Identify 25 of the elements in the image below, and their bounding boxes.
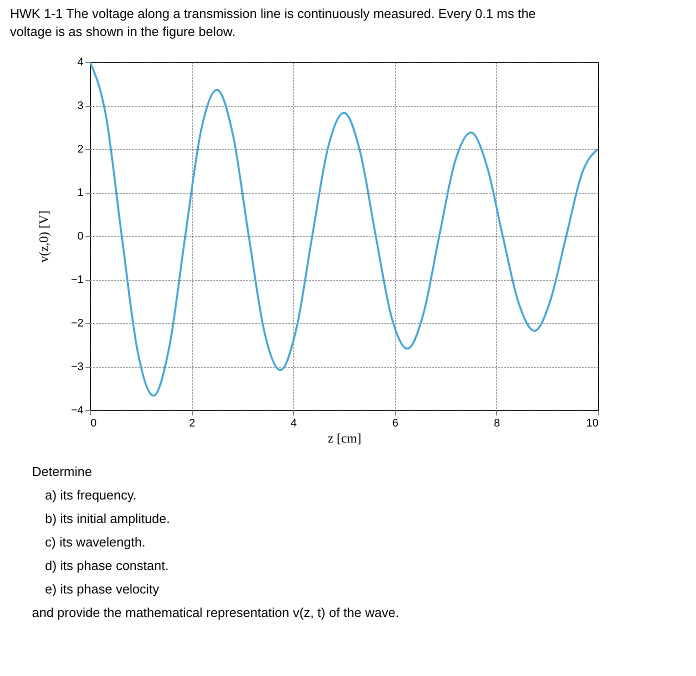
y-tick-label: 3 [77, 100, 84, 112]
y-tick-label: 1 [77, 187, 84, 199]
text: Determine [32, 464, 92, 479]
text: and provide the mathematical representation v(z, t) of the wave. [32, 605, 400, 620]
text: c) its wavelength. [45, 534, 146, 550]
y-axis-title: v(z,0) [V] [36, 210, 51, 262]
text: d) its phase constant. [45, 558, 169, 574]
x-tick-label: 2 [189, 418, 196, 430]
x-tick-label: 6 [392, 418, 398, 430]
y-tick-label: 0 [77, 230, 84, 242]
text: a) its frequency. [45, 487, 137, 502]
x-tick-label: 8 [494, 418, 500, 430]
y-tick-label: −3 [70, 361, 84, 373]
y-tick-label: −2 [70, 318, 84, 330]
x-axis-title: z [cm] [328, 430, 362, 446]
x-tick-label: 0 [90, 418, 97, 430]
y-tick-label: −4 [70, 404, 84, 416]
text: e) its phase velocity [45, 582, 160, 597]
chart-title: HWK 1-1 The voltage along a transmission line is continuously measured. Every 0.1 ms the voltage is as shown in the figure below. [10, 6, 536, 39]
text: b) its initial amplitude. [45, 510, 170, 526]
x-tick-label: 4 [290, 418, 297, 430]
y-tick-label: −1 [70, 274, 84, 286]
y-tick-label: 2 [77, 144, 84, 156]
x-tick-label: 10 [586, 418, 598, 430]
y-tick-label: 4 [77, 56, 84, 68]
